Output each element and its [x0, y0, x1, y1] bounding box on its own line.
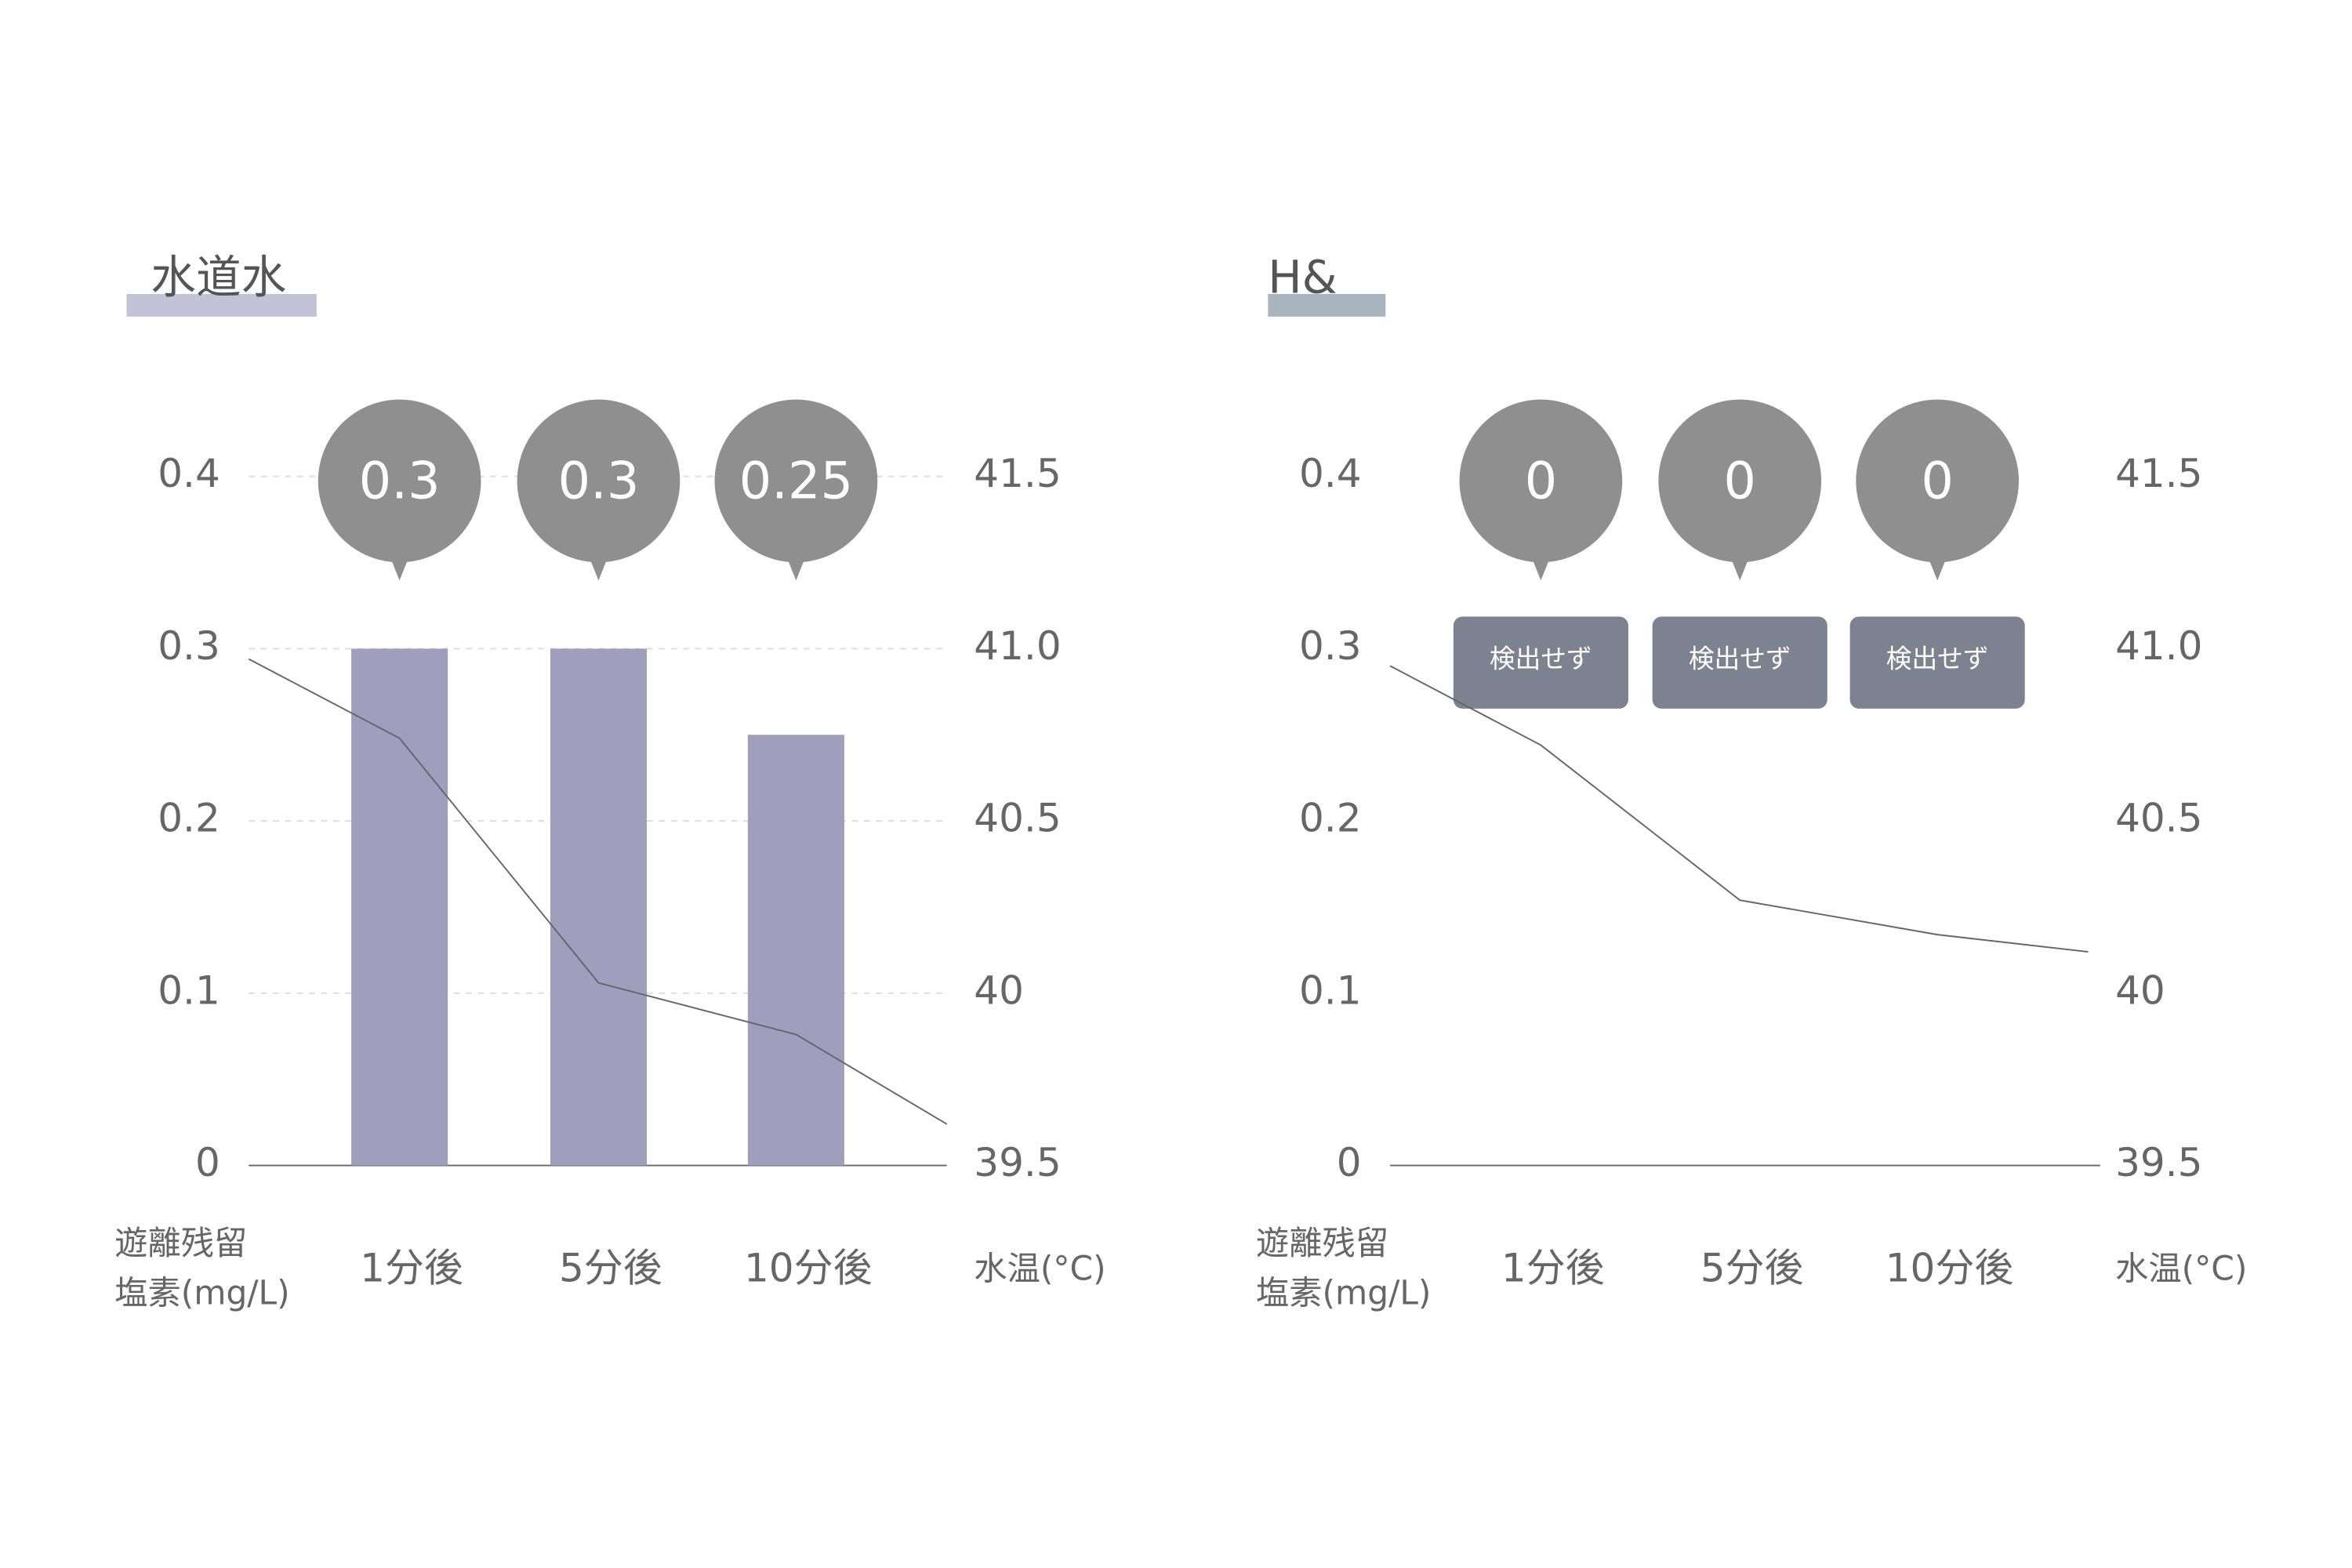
x-tick-label: 5分後: [559, 1246, 662, 1291]
y-tick-label: 0.2: [1299, 796, 1362, 841]
value-label: 0: [1921, 451, 1954, 510]
y-tick-label: 0: [1337, 1140, 1362, 1185]
annotation: 検出せず: [1689, 644, 1791, 673]
value-label: 0: [1525, 451, 1558, 510]
y-tick-label: 0.3: [1299, 623, 1362, 669]
value-bubble: [1856, 399, 2019, 563]
x-tick-label: 10分後: [744, 1246, 873, 1291]
y2-tick-label: 40: [974, 967, 1024, 1013]
y-axis-label: 遊離残留: [1256, 1224, 1388, 1262]
annotation: 検出せず: [1490, 644, 1592, 673]
y-axis-label: 塩素(mg/L): [114, 1273, 289, 1312]
x-tick-label: 10分後: [1886, 1246, 2014, 1291]
title-underline: [1268, 294, 1386, 317]
value-bubble: [1459, 399, 1623, 563]
chart-title: 水道水: [151, 250, 286, 303]
y-tick-label: 0.2: [158, 796, 220, 841]
bar: [351, 648, 448, 1166]
value-label: 0.25: [739, 451, 854, 510]
bubble-pointer: [390, 557, 409, 581]
temperature-line: [248, 658, 948, 1125]
x-tick-label: 1分後: [360, 1246, 463, 1291]
y-tick-label: 0.1: [158, 967, 220, 1013]
y-tick-label: 0.4: [158, 451, 220, 496]
x-tick-label: 5分後: [1700, 1246, 1804, 1291]
y2-tick-label: 41.5: [974, 451, 1061, 496]
temperature-line: [1389, 665, 2089, 953]
y2-tick-label: 39.5: [2115, 1140, 2202, 1185]
value-label: 0.3: [557, 451, 639, 510]
title-underline: [126, 294, 317, 317]
x-tick-label: 1分後: [1501, 1246, 1605, 1291]
value-bubble: [517, 399, 681, 563]
annotation: 検出せず: [1886, 644, 1989, 673]
y2-tick-label: 40: [2115, 967, 2165, 1013]
bubble-pointer: [589, 557, 608, 581]
value-bubble: [318, 399, 481, 563]
bubble-pointer: [1928, 557, 1947, 581]
value-bubble: [1658, 399, 1822, 563]
y-tick-label: 0.3: [158, 623, 220, 669]
y2-tick-label: 41.5: [2115, 451, 2202, 496]
y-tick-label: 0.1: [1299, 967, 1362, 1013]
value-label: 0: [1723, 451, 1756, 510]
y2-axis-label: 水温(°C): [974, 1250, 1105, 1288]
y-tick-label: 0: [195, 1140, 220, 1185]
bar: [747, 735, 844, 1166]
y-tick-label: 0.4: [1299, 451, 1362, 496]
y2-tick-label: 40.5: [974, 796, 1061, 841]
value-label: 0.3: [359, 451, 441, 510]
y-axis-label: 遊離残留: [114, 1224, 247, 1262]
bar: [550, 648, 647, 1166]
y2-tick-label: 39.5: [974, 1140, 1061, 1185]
y2-axis-label: 水温(°C): [2115, 1250, 2247, 1288]
annotation-box: [1652, 616, 1828, 709]
y2-tick-label: 40.5: [2115, 796, 2202, 841]
annotation-box: [1849, 616, 2025, 709]
y2-tick-label: 41.0: [2115, 623, 2202, 669]
bubble-pointer: [1730, 557, 1749, 581]
bubble-pointer: [1531, 557, 1550, 581]
y-axis-label: 塩素(mg/L): [1256, 1273, 1431, 1312]
y2-tick-label: 41.0: [974, 623, 1061, 669]
bubble-pointer: [786, 557, 805, 581]
value-bubble: [714, 399, 878, 563]
chart-title: H&: [1268, 250, 1337, 303]
annotation-box: [1453, 616, 1628, 709]
